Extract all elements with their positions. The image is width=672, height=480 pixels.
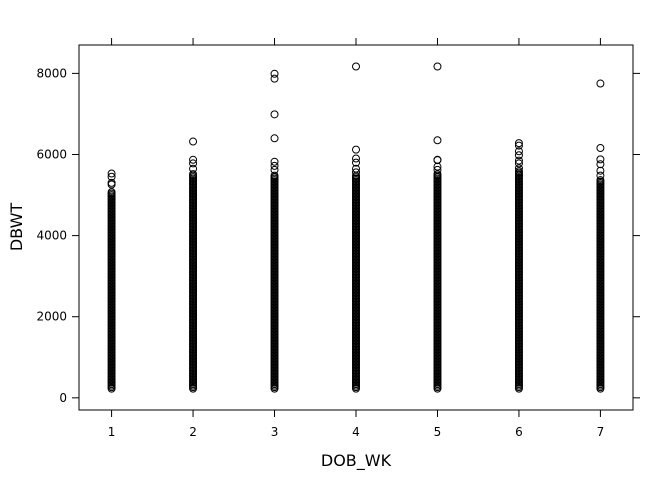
data-point: [270, 157, 279, 166]
x-tick-label: 6: [515, 425, 523, 439]
y-axis-title: DBWT: [7, 203, 26, 252]
data-point: [596, 171, 605, 180]
data-point: [352, 62, 360, 71]
data-point: [514, 141, 523, 150]
x-tick-label: 2: [189, 425, 197, 439]
data-point: [107, 180, 116, 189]
data-point: [433, 62, 442, 71]
y-tick-label: 0: [59, 391, 67, 405]
data-point: [514, 139, 523, 148]
data-point: [352, 154, 360, 163]
data-point: [433, 165, 442, 174]
axis-ticks: [72, 38, 640, 417]
data-point: [270, 161, 279, 170]
data-point: [514, 151, 523, 160]
data-point: [270, 165, 279, 174]
y-tick-label: 6000: [36, 148, 67, 162]
data-point: [433, 156, 442, 165]
y-tick-label: 2000: [36, 310, 67, 324]
data-point: [107, 172, 116, 181]
data-point: [270, 110, 279, 119]
data-point: [514, 164, 523, 173]
x-tick-label: 4: [352, 425, 360, 439]
data-point: [433, 162, 442, 171]
data-point: [596, 144, 605, 153]
data-point: [189, 155, 198, 164]
data-point: [352, 168, 360, 177]
data-point: [107, 188, 116, 197]
data-point: [596, 166, 605, 175]
x-tick-label: 7: [597, 425, 605, 439]
tick-labels: 1 2 3 4 5 6 7 0 2000 4000 6000 8000: [36, 66, 604, 439]
data-point: [270, 134, 279, 143]
data-point: [514, 159, 523, 168]
data-point: [514, 147, 523, 156]
y-tick-label: 8000: [36, 66, 67, 80]
data-point: [596, 155, 605, 164]
data-point: [596, 176, 605, 185]
data-point: [189, 137, 198, 146]
x-axis-title: DOB_WK: [321, 451, 392, 471]
x-tick-label: 3: [271, 425, 279, 439]
data-point: [270, 171, 279, 180]
data-point: [596, 160, 605, 169]
data-point: [596, 79, 605, 88]
data-point: [352, 158, 360, 167]
data-point: [514, 167, 523, 176]
data-point: [514, 156, 523, 165]
data-points: [107, 62, 605, 393]
data-point: [107, 169, 116, 178]
data-point: [270, 69, 279, 78]
x-tick-label: 1: [108, 425, 116, 439]
data-point: [352, 164, 360, 173]
data-point: [189, 164, 198, 173]
y-tick-label: 4000: [36, 229, 67, 243]
x-tick-label: 5: [434, 425, 442, 439]
data-point: [270, 74, 279, 83]
data-point: [352, 145, 360, 154]
data-point: [189, 159, 198, 168]
data-point: [433, 136, 442, 145]
data-point: [189, 170, 198, 179]
